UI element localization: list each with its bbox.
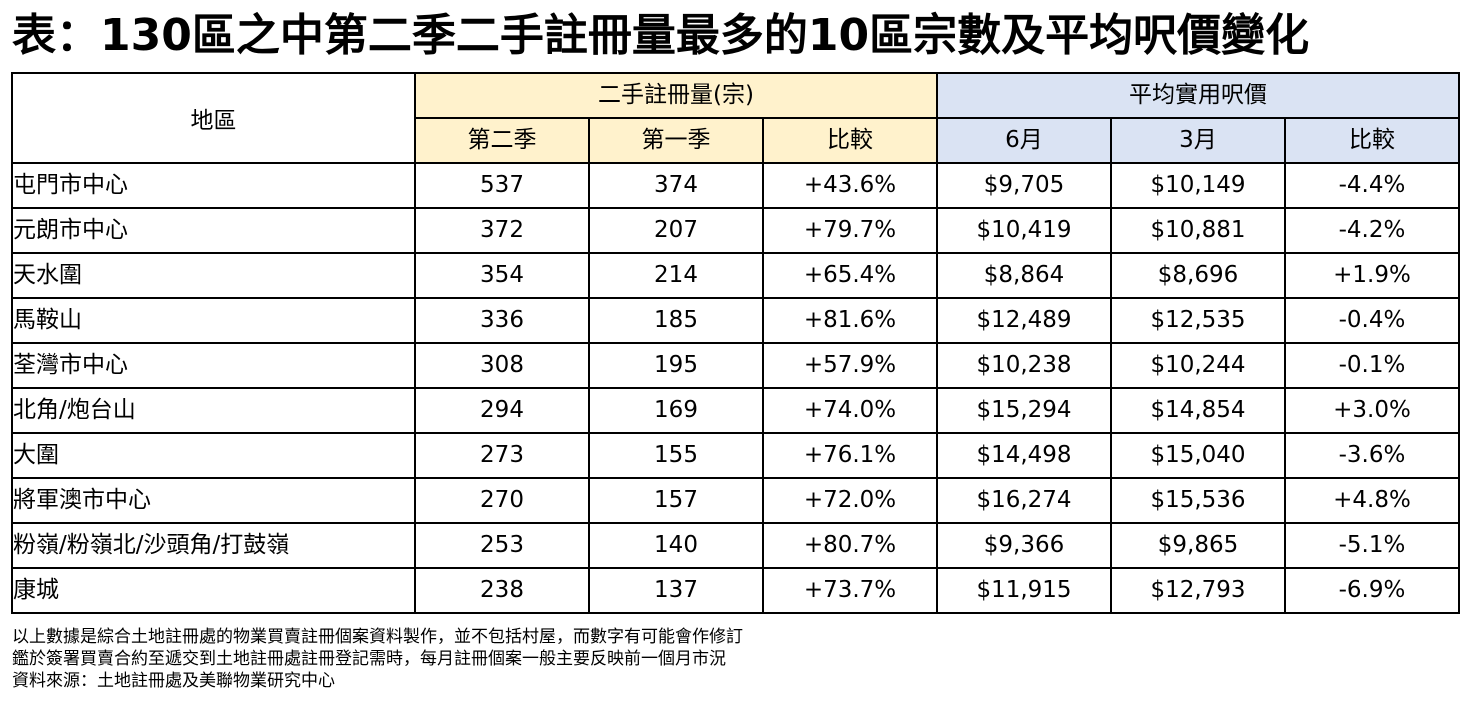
area-cell: 將軍澳市中心 xyxy=(11,477,416,524)
q1-volume-cell: 185 xyxy=(588,297,764,344)
march-price-cell: $8,696 xyxy=(1110,252,1286,299)
header-row-sub: 第二季 第一季 比較 6月 3月 比較 xyxy=(12,117,1460,164)
q2-volume-cell: 372 xyxy=(414,207,590,254)
footnotes: 以上數據是綜合土地註冊處的物業買賣註冊個案資料製作，並不包括村屋，而數字有可能會… xyxy=(12,626,743,692)
price-change-cell: -5.1% xyxy=(1284,522,1460,569)
march-price-cell: $10,149 xyxy=(1110,162,1286,209)
q2-volume-cell: 238 xyxy=(414,567,590,614)
volume-change-cell: +65.4% xyxy=(762,252,938,299)
price-change-cell: -4.2% xyxy=(1284,207,1460,254)
june-price-cell: $10,419 xyxy=(936,207,1112,254)
q1-volume-cell: 140 xyxy=(588,522,764,569)
table-row: 屯門市中心 537 374 +43.6% $9,705 $10,149 -4.4… xyxy=(11,162,1460,209)
june-price-cell: $16,274 xyxy=(936,477,1112,524)
footnote-source: 資料來源：土地註冊處及美聯物業研究中心 xyxy=(12,671,335,691)
june-price-cell: $12,489 xyxy=(936,297,1112,344)
area-cell: 北角/炮台山 xyxy=(11,387,416,434)
q1-volume-cell: 137 xyxy=(588,567,764,614)
march-column-header: 3月 xyxy=(1110,117,1286,164)
volume-change-cell: +81.6% xyxy=(762,297,938,344)
volume-change-cell: +57.9% xyxy=(762,342,938,389)
june-price-cell: $9,705 xyxy=(936,162,1112,209)
q1-volume-cell: 374 xyxy=(588,162,764,209)
price-group-header: 平均實用呎價 xyxy=(936,72,1460,119)
volume-group-header: 二手註冊量(宗) xyxy=(414,72,938,119)
june-price-cell: $11,915 xyxy=(936,567,1112,614)
volume-change-cell: +74.0% xyxy=(762,387,938,434)
volume-change-cell: +43.6% xyxy=(762,162,938,209)
q2-volume-cell: 308 xyxy=(414,342,590,389)
footnote-registration-lag: 鑑於簽署買賣合約至遞交到土地註冊處註冊登記需時，每月註冊個案一般主要反映前一個月… xyxy=(12,649,726,669)
q2-volume-cell: 273 xyxy=(414,432,590,479)
q1-volume-cell: 155 xyxy=(588,432,764,479)
table-row: 將軍澳市中心 270 157 +72.0% $16,274 $15,536 +4… xyxy=(11,477,1460,524)
q1-column-header: 第一季 xyxy=(588,117,764,164)
price-change-cell: +1.9% xyxy=(1284,252,1460,299)
price-change-column-header: 比較 xyxy=(1284,117,1460,164)
q2-volume-cell: 253 xyxy=(414,522,590,569)
page-title: 表：130區之中第二季二手註冊量最多的10區宗數及平均呎價變化 xyxy=(12,10,1310,61)
price-change-cell: +4.8% xyxy=(1284,477,1460,524)
price-change-cell: -3.6% xyxy=(1284,432,1460,479)
area-cell: 天水圍 xyxy=(11,252,416,299)
table-row: 北角/炮台山 294 169 +74.0% $15,294 $14,854 +3… xyxy=(11,387,1460,434)
price-change-cell: -6.9% xyxy=(1284,567,1460,614)
table-row: 元朗市中心 372 207 +79.7% $10,419 $10,881 -4.… xyxy=(11,207,1460,254)
price-change-cell: -4.4% xyxy=(1284,162,1460,209)
june-price-cell: $10,238 xyxy=(936,342,1112,389)
table-row: 荃灣市中心 308 195 +57.9% $10,238 $10,244 -0.… xyxy=(11,342,1460,389)
q1-volume-cell: 169 xyxy=(588,387,764,434)
june-price-cell: $14,498 xyxy=(936,432,1112,479)
march-price-cell: $15,536 xyxy=(1110,477,1286,524)
area-column-header: 地區 xyxy=(11,72,416,164)
area-cell: 馬鞍山 xyxy=(11,297,416,344)
q2-volume-cell: 294 xyxy=(414,387,590,434)
volume-change-cell: +79.7% xyxy=(762,207,938,254)
table-row: 大圍 273 155 +76.1% $14,498 $15,040 -3.6% xyxy=(11,432,1460,479)
q2-volume-cell: 537 xyxy=(414,162,590,209)
header-row-group: 地區 二手註冊量(宗) 平均實用呎價 xyxy=(11,72,1460,164)
march-price-cell: $12,793 xyxy=(1110,567,1286,614)
q1-volume-cell: 214 xyxy=(588,252,764,299)
price-change-cell: -0.1% xyxy=(1284,342,1460,389)
june-price-cell: $15,294 xyxy=(936,387,1112,434)
q2-volume-cell: 270 xyxy=(414,477,590,524)
price-change-cell: +3.0% xyxy=(1284,387,1460,434)
march-price-cell: $14,854 xyxy=(1110,387,1286,434)
footnote-data-basis: 以上數據是綜合土地註冊處的物業買賣註冊個案資料製作，並不包括村屋，而數字有可能會… xyxy=(12,627,743,647)
volume-change-column-header: 比較 xyxy=(762,117,938,164)
volume-change-cell: +80.7% xyxy=(762,522,938,569)
price-change-cell: -0.4% xyxy=(1284,297,1460,344)
june-price-cell: $8,864 xyxy=(936,252,1112,299)
june-column-header: 6月 xyxy=(936,117,1112,164)
q2-column-header: 第二季 xyxy=(414,117,590,164)
march-price-cell: $10,244 xyxy=(1110,342,1286,389)
table-row: 粉嶺/粉嶺北/沙頭角/打鼓嶺 253 140 +80.7% $9,366 $9,… xyxy=(11,522,1460,569)
table-row: 康城 238 137 +73.7% $11,915 $12,793 -6.9% xyxy=(11,567,1460,614)
q2-volume-cell: 354 xyxy=(414,252,590,299)
volume-change-cell: +72.0% xyxy=(762,477,938,524)
march-price-cell: $10,881 xyxy=(1110,207,1286,254)
q1-volume-cell: 207 xyxy=(588,207,764,254)
area-cell: 元朗市中心 xyxy=(11,207,416,254)
june-price-cell: $9,366 xyxy=(936,522,1112,569)
q1-volume-cell: 195 xyxy=(588,342,764,389)
area-cell: 康城 xyxy=(11,567,416,614)
area-cell: 荃灣市中心 xyxy=(11,342,416,389)
data-table: 地區 二手註冊量(宗) 平均實用呎價 第二季 第一季 比較 6月 3月 比較 屯… xyxy=(11,72,1460,614)
area-cell: 屯門市中心 xyxy=(11,162,416,209)
volume-change-cell: +76.1% xyxy=(762,432,938,479)
table-row: 馬鞍山 336 185 +81.6% $12,489 $12,535 -0.4% xyxy=(11,297,1460,344)
march-price-cell: $15,040 xyxy=(1110,432,1286,479)
q2-volume-cell: 336 xyxy=(414,297,590,344)
area-cell: 大圍 xyxy=(11,432,416,479)
q1-volume-cell: 157 xyxy=(588,477,764,524)
march-price-cell: $9,865 xyxy=(1110,522,1286,569)
march-price-cell: $12,535 xyxy=(1110,297,1286,344)
table-row: 天水圍 354 214 +65.4% $8,864 $8,696 +1.9% xyxy=(11,252,1460,299)
volume-change-cell: +73.7% xyxy=(762,567,938,614)
area-cell: 粉嶺/粉嶺北/沙頭角/打鼓嶺 xyxy=(11,522,416,569)
